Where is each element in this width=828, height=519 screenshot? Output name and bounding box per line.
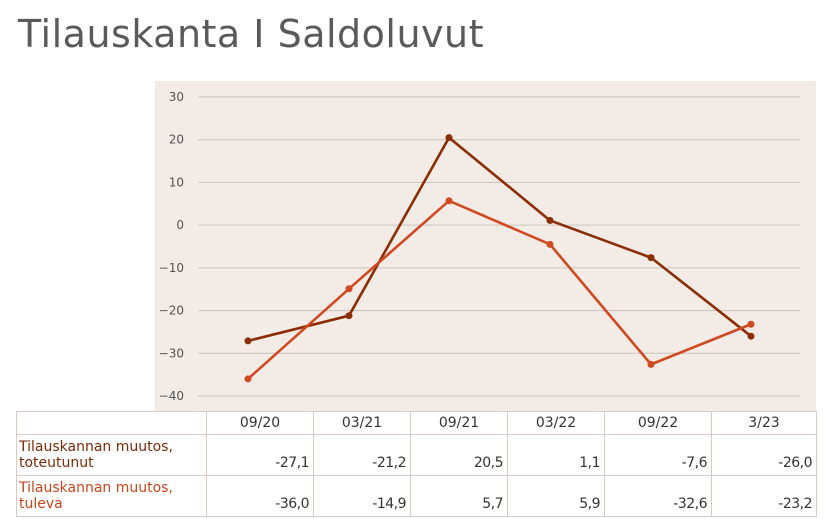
table-row-toteutunut: Tilauskannan muutos, toteutunut -27,1 -21… [16, 434, 817, 476]
series-line-2 [247, 199, 752, 380]
data-point [445, 134, 453, 142]
data-point [244, 375, 252, 383]
category-label: 3/23 [711, 411, 817, 435]
category-label: 09/22 [604, 411, 712, 435]
data-label: -27,1 [206, 434, 314, 476]
y-tick-label: 20 [169, 133, 184, 147]
category-label: 09/21 [410, 411, 508, 435]
series-label-toteutunut: Tilauskannan muutos, toteutunut [16, 434, 207, 476]
category-label: 03/21 [313, 411, 411, 435]
data-point [546, 240, 554, 248]
data-point [244, 337, 252, 345]
data-label: -23,2 [711, 475, 817, 517]
gridlines [198, 96, 800, 397]
chart-title: Tilauskanta I Saldoluvut [18, 12, 485, 56]
plot-area [155, 81, 816, 412]
data-point [345, 312, 353, 320]
y-tick-label: 10 [169, 175, 184, 189]
y-tick-label: −10 [159, 261, 184, 275]
category-label: 09/20 [206, 411, 314, 435]
data-point [747, 320, 755, 328]
table-header-row: 09/20 03/21 09/21 03/22 09/22 3/23 [16, 411, 817, 435]
data-label: -32,6 [604, 475, 712, 517]
data-label: -7,6 [604, 434, 712, 476]
y-tick-label: −40 [159, 389, 184, 403]
data-point [747, 332, 755, 340]
series-line-1 [247, 136, 752, 343]
data-point [647, 360, 655, 368]
data-label: 1,1 [507, 434, 605, 476]
data-label: -14,9 [313, 475, 411, 517]
data-table: 09/20 03/21 09/21 03/22 09/22 3/23 Tilau… [16, 411, 817, 517]
data-point [345, 285, 353, 293]
series-label-line: Tilauskannan muutos, [19, 480, 173, 496]
data-label: 20,5 [410, 434, 508, 476]
data-label: 5,7 [410, 475, 508, 517]
data-point [546, 216, 554, 224]
data-label: -21,2 [313, 434, 411, 476]
data-point [445, 197, 453, 205]
series-label-line: tuleva [19, 496, 63, 512]
series-lines [244, 134, 755, 383]
table-corner-cell [16, 411, 207, 435]
series-label-line: toteutunut [19, 455, 94, 471]
data-label: -36,0 [206, 475, 314, 517]
table-row-tuleva: Tilauskannan muutos, tuleva -36,0 -14,9 5… [16, 475, 817, 517]
series-label-tuleva: Tilauskannan muutos, tuleva [16, 475, 207, 517]
data-label: -26,0 [711, 434, 817, 476]
data-point [647, 254, 655, 262]
y-axis-ticks: 30 20 10 0 −10 −20 −30 −40 [159, 90, 184, 403]
y-tick-label: 0 [176, 218, 184, 232]
y-tick-label: −20 [159, 304, 184, 318]
series-label-line: Tilauskannan muutos, [19, 439, 173, 455]
data-label: 5,9 [507, 475, 605, 517]
y-tick-label: 30 [169, 90, 184, 104]
y-tick-label: −30 [159, 346, 184, 360]
category-label: 03/22 [507, 411, 605, 435]
